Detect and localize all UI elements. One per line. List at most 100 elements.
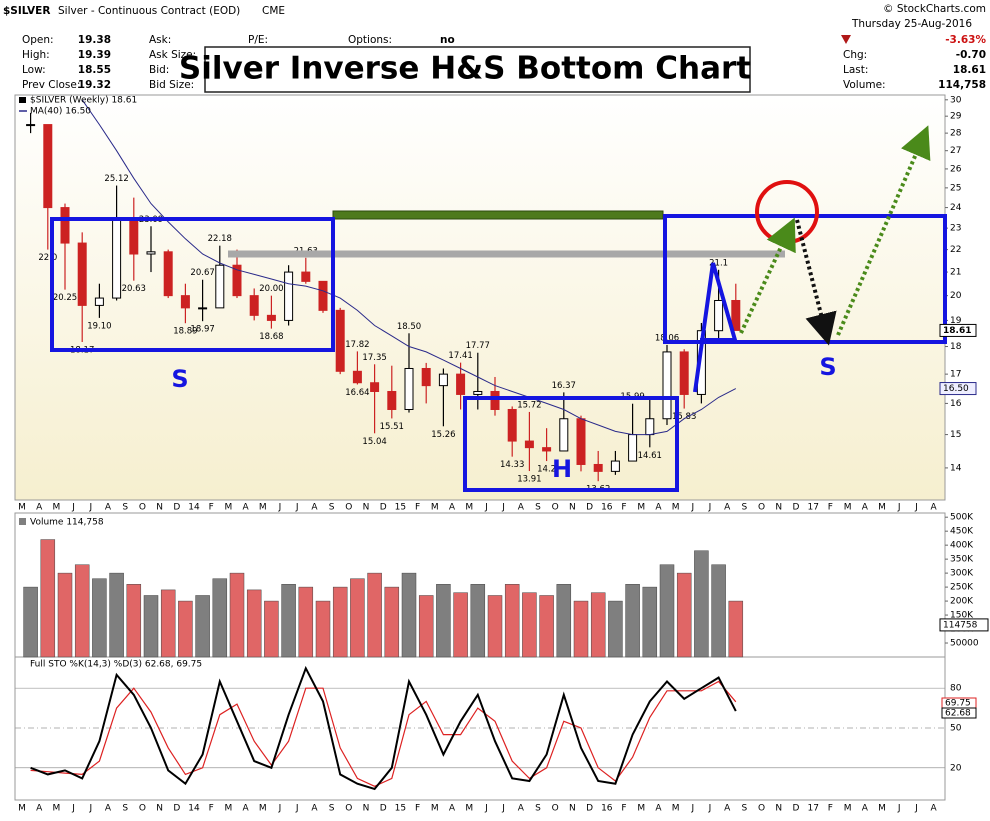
head-box [463, 396, 679, 492]
x-tick-label: M [53, 804, 61, 814]
left-shoulder-box [50, 217, 335, 352]
x-tick-label: D [173, 503, 180, 513]
high-label: 15.72 [517, 400, 541, 410]
x-tick-label: S [329, 503, 335, 513]
volume-tag [939, 618, 989, 632]
y-tick-label: 28 [950, 129, 962, 139]
x-tick-label: M [225, 804, 233, 814]
x-tick-label: M [431, 503, 439, 513]
sto-line [30, 665, 737, 791]
x-tick-label: N [569, 503, 576, 513]
x-tick-label: M [465, 503, 473, 513]
low-label: 14.2 [537, 465, 556, 475]
x-tick-label: F [828, 804, 833, 814]
candle-body [731, 299, 741, 331]
volume-bar [315, 600, 331, 658]
volume-bar [281, 584, 296, 658]
quote-label: High: [22, 49, 50, 61]
volume-bar [40, 539, 56, 658]
x-tick-label: S [122, 503, 128, 513]
y-tick-label: 22 [950, 245, 961, 255]
book-label: Bid: [149, 64, 169, 76]
candle-body [180, 295, 190, 309]
volume-bar [160, 589, 176, 658]
candle-body [129, 217, 139, 255]
x-tick-label: A [518, 503, 525, 513]
x-tick-label: 16 [601, 804, 613, 814]
options-value: no [440, 34, 455, 46]
x-tick-label: J [88, 804, 92, 814]
candle-body [524, 440, 534, 449]
x-tick-label: 17 [807, 503, 818, 513]
volume-bar [143, 595, 159, 658]
book-label: Ask: [149, 34, 171, 46]
x-tick-label: A [518, 804, 525, 814]
x-tick-label: A [931, 804, 938, 814]
y-tick-label: 150K [950, 611, 974, 621]
volume-bar [436, 584, 451, 658]
high-label: 20.67 [190, 268, 214, 278]
candle-body [146, 251, 156, 255]
x-tick-label: N [363, 804, 370, 814]
sto-tag [941, 707, 977, 719]
volume-bar [384, 586, 400, 658]
candle-body [662, 351, 672, 420]
panel-title: Volume 114,758 [30, 518, 104, 528]
x-tick-label: M [259, 804, 267, 814]
x-tick-label: 16 [601, 503, 613, 513]
volume-bar [57, 572, 73, 658]
low-label: 15.51 [380, 422, 404, 432]
symbol: $SILVER [3, 5, 50, 17]
y-tick-label: 29 [950, 112, 962, 122]
x-tick-label: J [278, 503, 282, 513]
candle-body [77, 242, 87, 306]
volume-bar [642, 586, 658, 658]
x-tick-label: A [449, 503, 456, 513]
low-label: 20.25 [53, 293, 77, 303]
candle-body [473, 390, 483, 395]
x-tick-label: 14 [188, 804, 200, 814]
volume-bar [453, 592, 468, 658]
y-tick-label: 450K [950, 527, 974, 537]
x-tick-label: J [295, 804, 299, 814]
price-tag-label: 18.61 [943, 326, 971, 336]
x-tick-label: O [345, 804, 352, 814]
x-tick-label: J [295, 503, 299, 513]
x-tick-label: A [931, 503, 938, 513]
legend-entry: MA(40) 16.50 [30, 107, 91, 117]
candle-body [559, 418, 569, 452]
projection-arrow [836, 125, 931, 336]
volume-bar [728, 600, 744, 658]
candle-body [490, 390, 500, 410]
low-label: 14.61 [638, 451, 662, 461]
volume-bar [246, 589, 262, 658]
x-tick-label: D [586, 503, 593, 513]
candle-body [628, 434, 638, 462]
resistance-bar [332, 210, 664, 220]
x-tick-label: J [71, 804, 75, 814]
x-tick-label: F [621, 804, 626, 814]
pattern-label: S [819, 353, 836, 381]
x-tick-label: A [655, 503, 662, 513]
x-tick-label: D [793, 804, 800, 814]
candle-body [215, 264, 225, 309]
y-tick-label: 500K [950, 513, 974, 523]
candle-body [456, 373, 466, 395]
x-tick-label: A [311, 503, 318, 513]
x-tick-label: M [844, 804, 852, 814]
x-tick-label: M [672, 804, 680, 814]
y-tick-label: 21 [950, 268, 961, 278]
volume-bar [401, 572, 417, 658]
x-tick-label: 15 [395, 804, 406, 814]
candle-body [26, 124, 36, 127]
x-tick-label: A [724, 804, 731, 814]
y-tick-label: 200K [950, 597, 974, 607]
volume-bar [470, 584, 486, 658]
candle-body [163, 251, 173, 297]
panel-title: Full STO %K(14,3) %D(3) 62.68, 69.75 [30, 660, 202, 670]
volume-bar [74, 564, 90, 658]
x-tick-label: A [36, 804, 43, 814]
candle-body [198, 307, 208, 310]
x-tick-label: O [758, 503, 765, 513]
x-tick-label: J [501, 804, 505, 814]
